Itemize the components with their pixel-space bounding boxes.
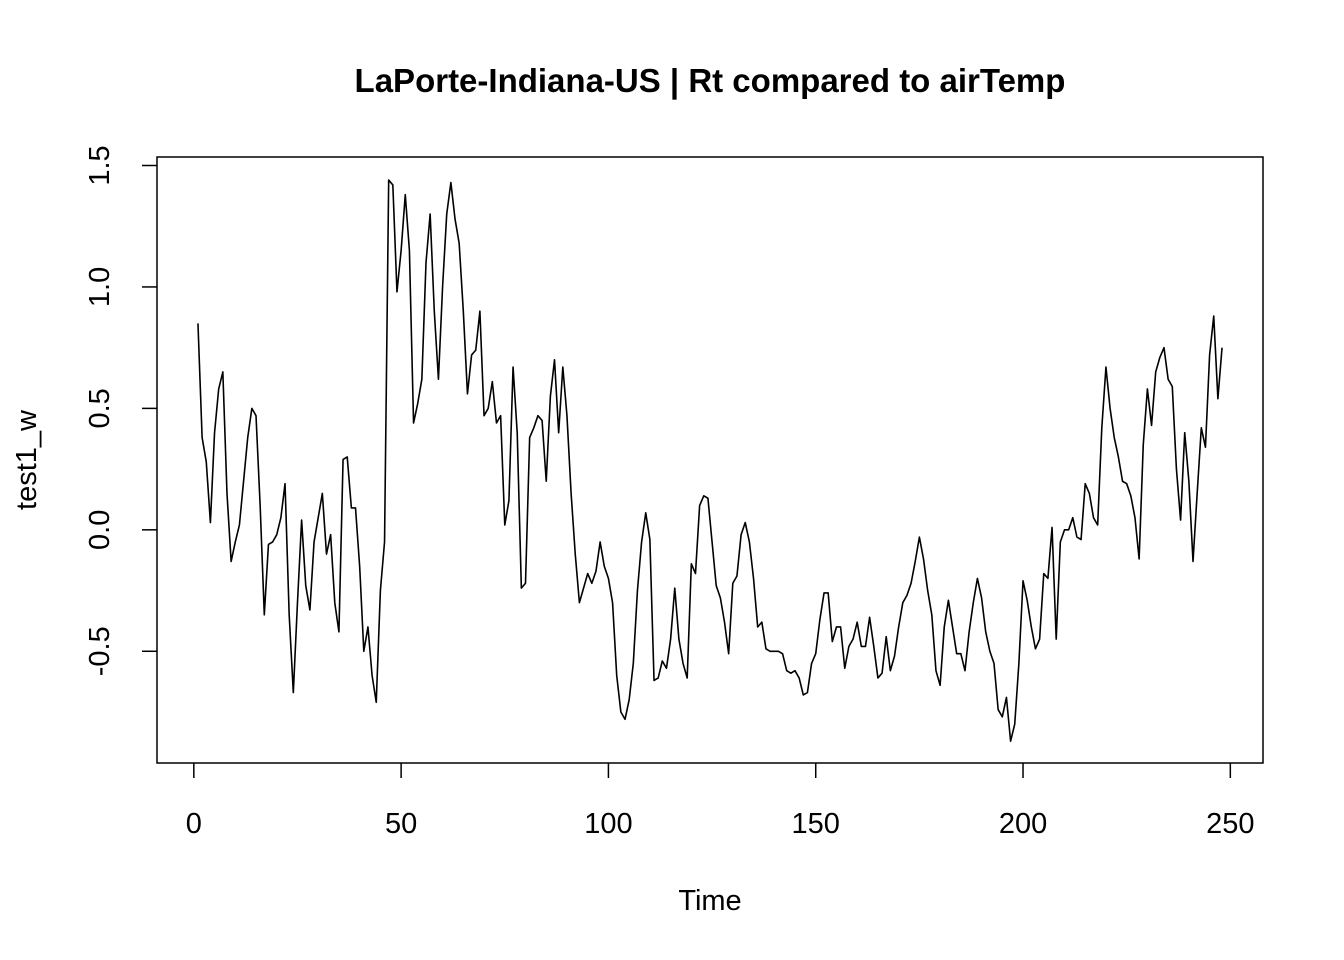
series-line	[197, 179, 1223, 742]
x-tick-label: 50	[385, 808, 417, 840]
x-axis-label: Time	[678, 885, 741, 917]
y-tick-label: 1.0	[84, 267, 116, 307]
x-tick-label: 200	[999, 808, 1047, 840]
y-tick-label: -0.5	[84, 626, 116, 676]
y-tick-label: 1.5	[84, 145, 116, 185]
x-tick-label: 150	[792, 808, 840, 840]
y-tick-label: 0.0	[84, 510, 116, 550]
x-tick-label: 0	[186, 808, 202, 840]
y-tick-label: 0.5	[84, 388, 116, 428]
x-tick-label: 100	[584, 808, 632, 840]
chart-title: LaPorte-Indiana-US | Rt compared to airT…	[355, 62, 1066, 99]
plot-frame	[156, 156, 1264, 764]
x-tick-label: 250	[1206, 808, 1254, 840]
y-axis-label: test1_w	[11, 409, 43, 510]
